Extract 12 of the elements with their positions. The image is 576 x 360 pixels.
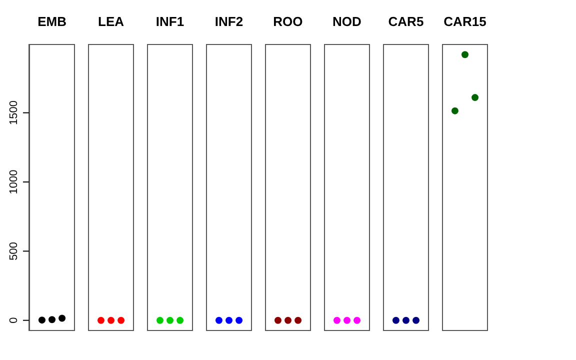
x-tick-label: CAR5 <box>388 14 424 29</box>
y-tick-label: 1500 <box>8 100 20 126</box>
x-tick-label: CAR15 <box>444 14 486 29</box>
x-tick-label: NOD <box>332 14 362 29</box>
x-tick-label: ROO <box>273 14 303 29</box>
y-tick-label: 1000 <box>8 170 20 194</box>
y-tick-label: 500 <box>8 242 20 260</box>
x-tick-label: EMB <box>38 14 66 29</box>
x-tick-label: LEA <box>98 14 125 29</box>
x-tick-label: INF1 <box>156 14 184 29</box>
x-tick-label: INF2 <box>214 14 244 29</box>
y-tick-label: 0 <box>8 317 20 324</box>
